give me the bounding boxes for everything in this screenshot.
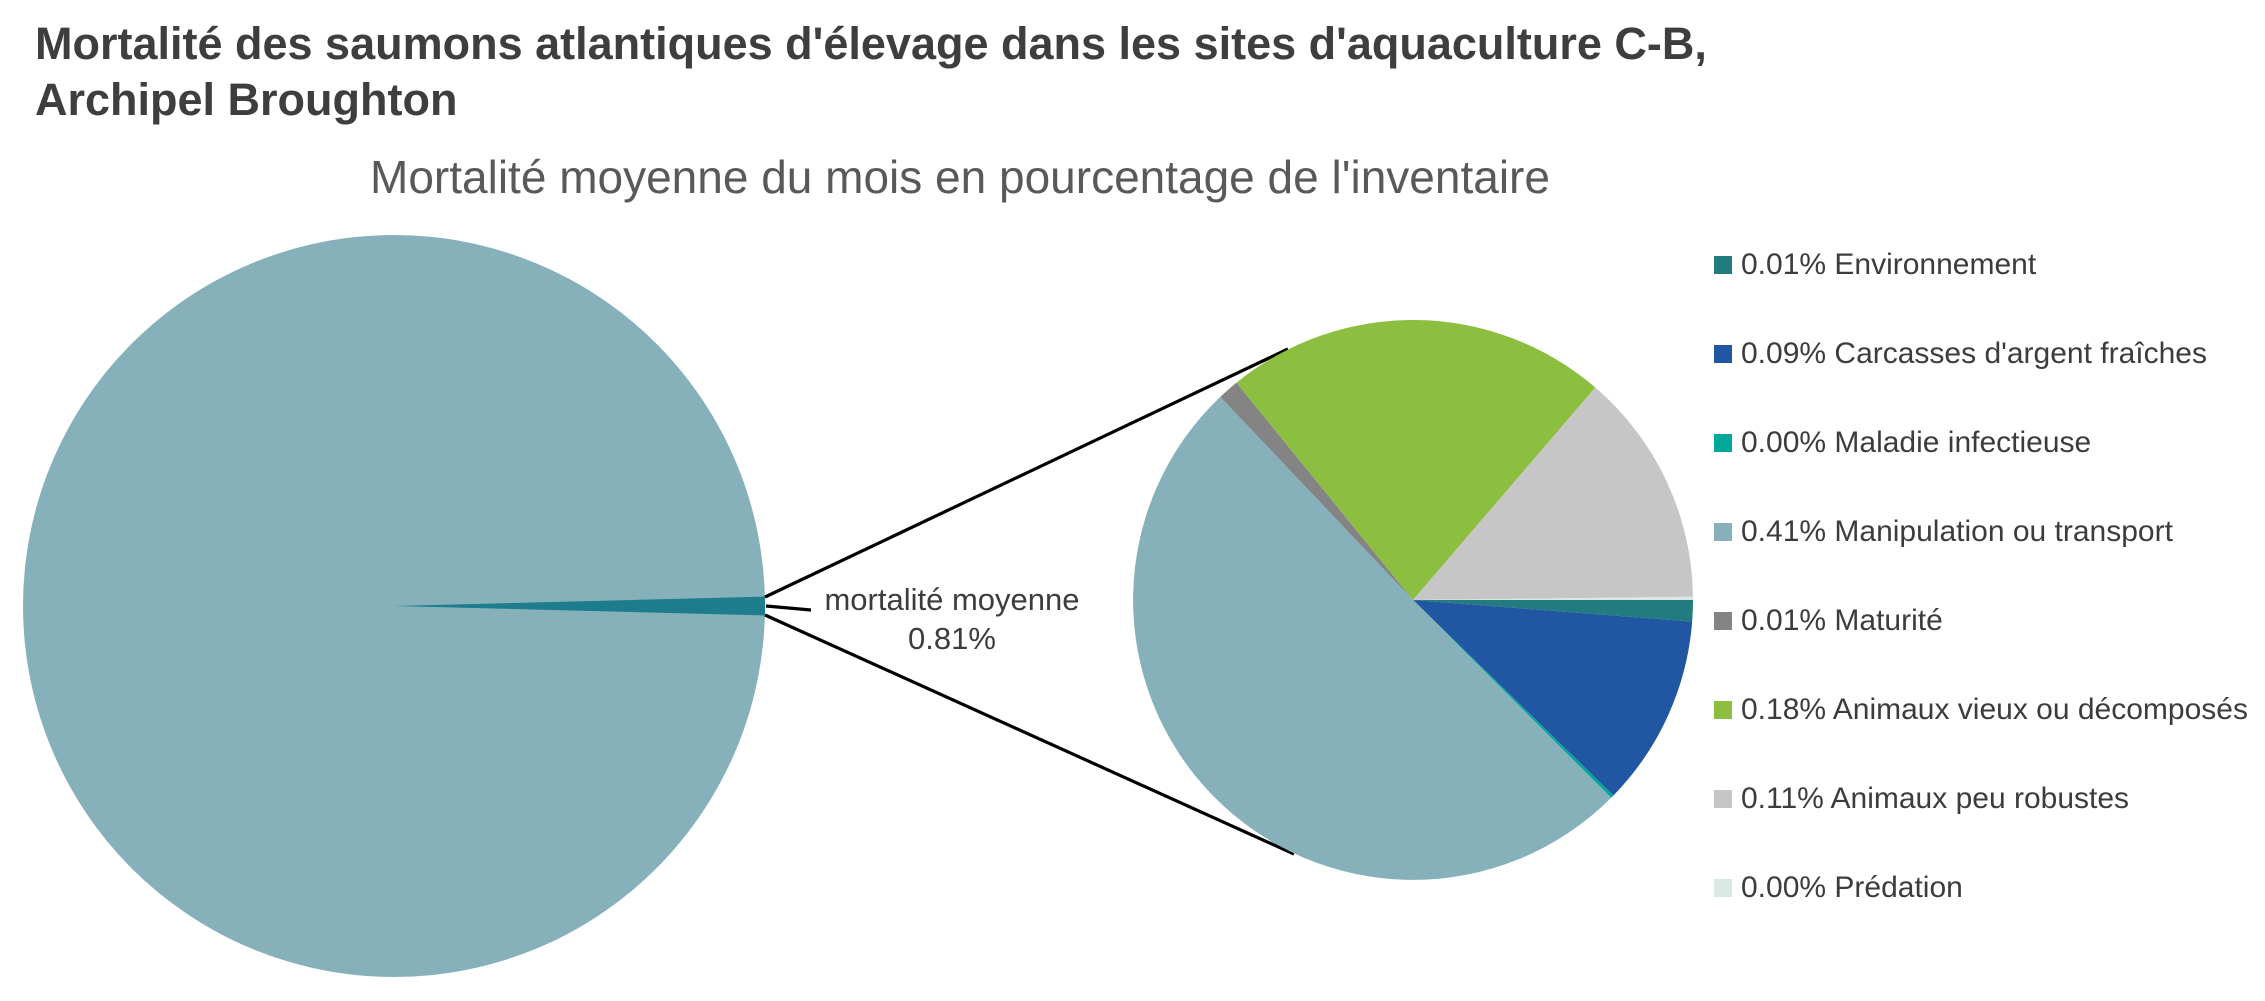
breakdown-slice-2	[1413, 600, 1693, 796]
chart-title: Mortalité des saumons atlantiques d'élev…	[35, 18, 1707, 125]
main-pie-mortality-slice	[394, 596, 766, 616]
callout-value: 0.81%	[908, 621, 996, 656]
breakdown-slice-7	[1413, 387, 1693, 600]
breakdown-slice-6	[1236, 320, 1596, 600]
average-mortality-callout: mortalité moyenne 0.81%	[812, 580, 1092, 658]
callout-label: mortalité moyenne	[824, 582, 1080, 617]
breakdown-slice-8	[1413, 596, 1693, 600]
connector-line-bottom	[764, 613, 1295, 856]
callout-leader-line	[765, 604, 812, 612]
breakdown-slice-5	[1220, 382, 1413, 600]
breakdown-slice-3	[1413, 600, 1614, 798]
breakdown-slice-1	[1413, 600, 1693, 622]
plot-title: Mortalité moyenne du mois en pourcentage…	[370, 151, 1550, 203]
breakdown-slice-4	[1133, 396, 1612, 880]
connector-line-top	[764, 347, 1289, 599]
